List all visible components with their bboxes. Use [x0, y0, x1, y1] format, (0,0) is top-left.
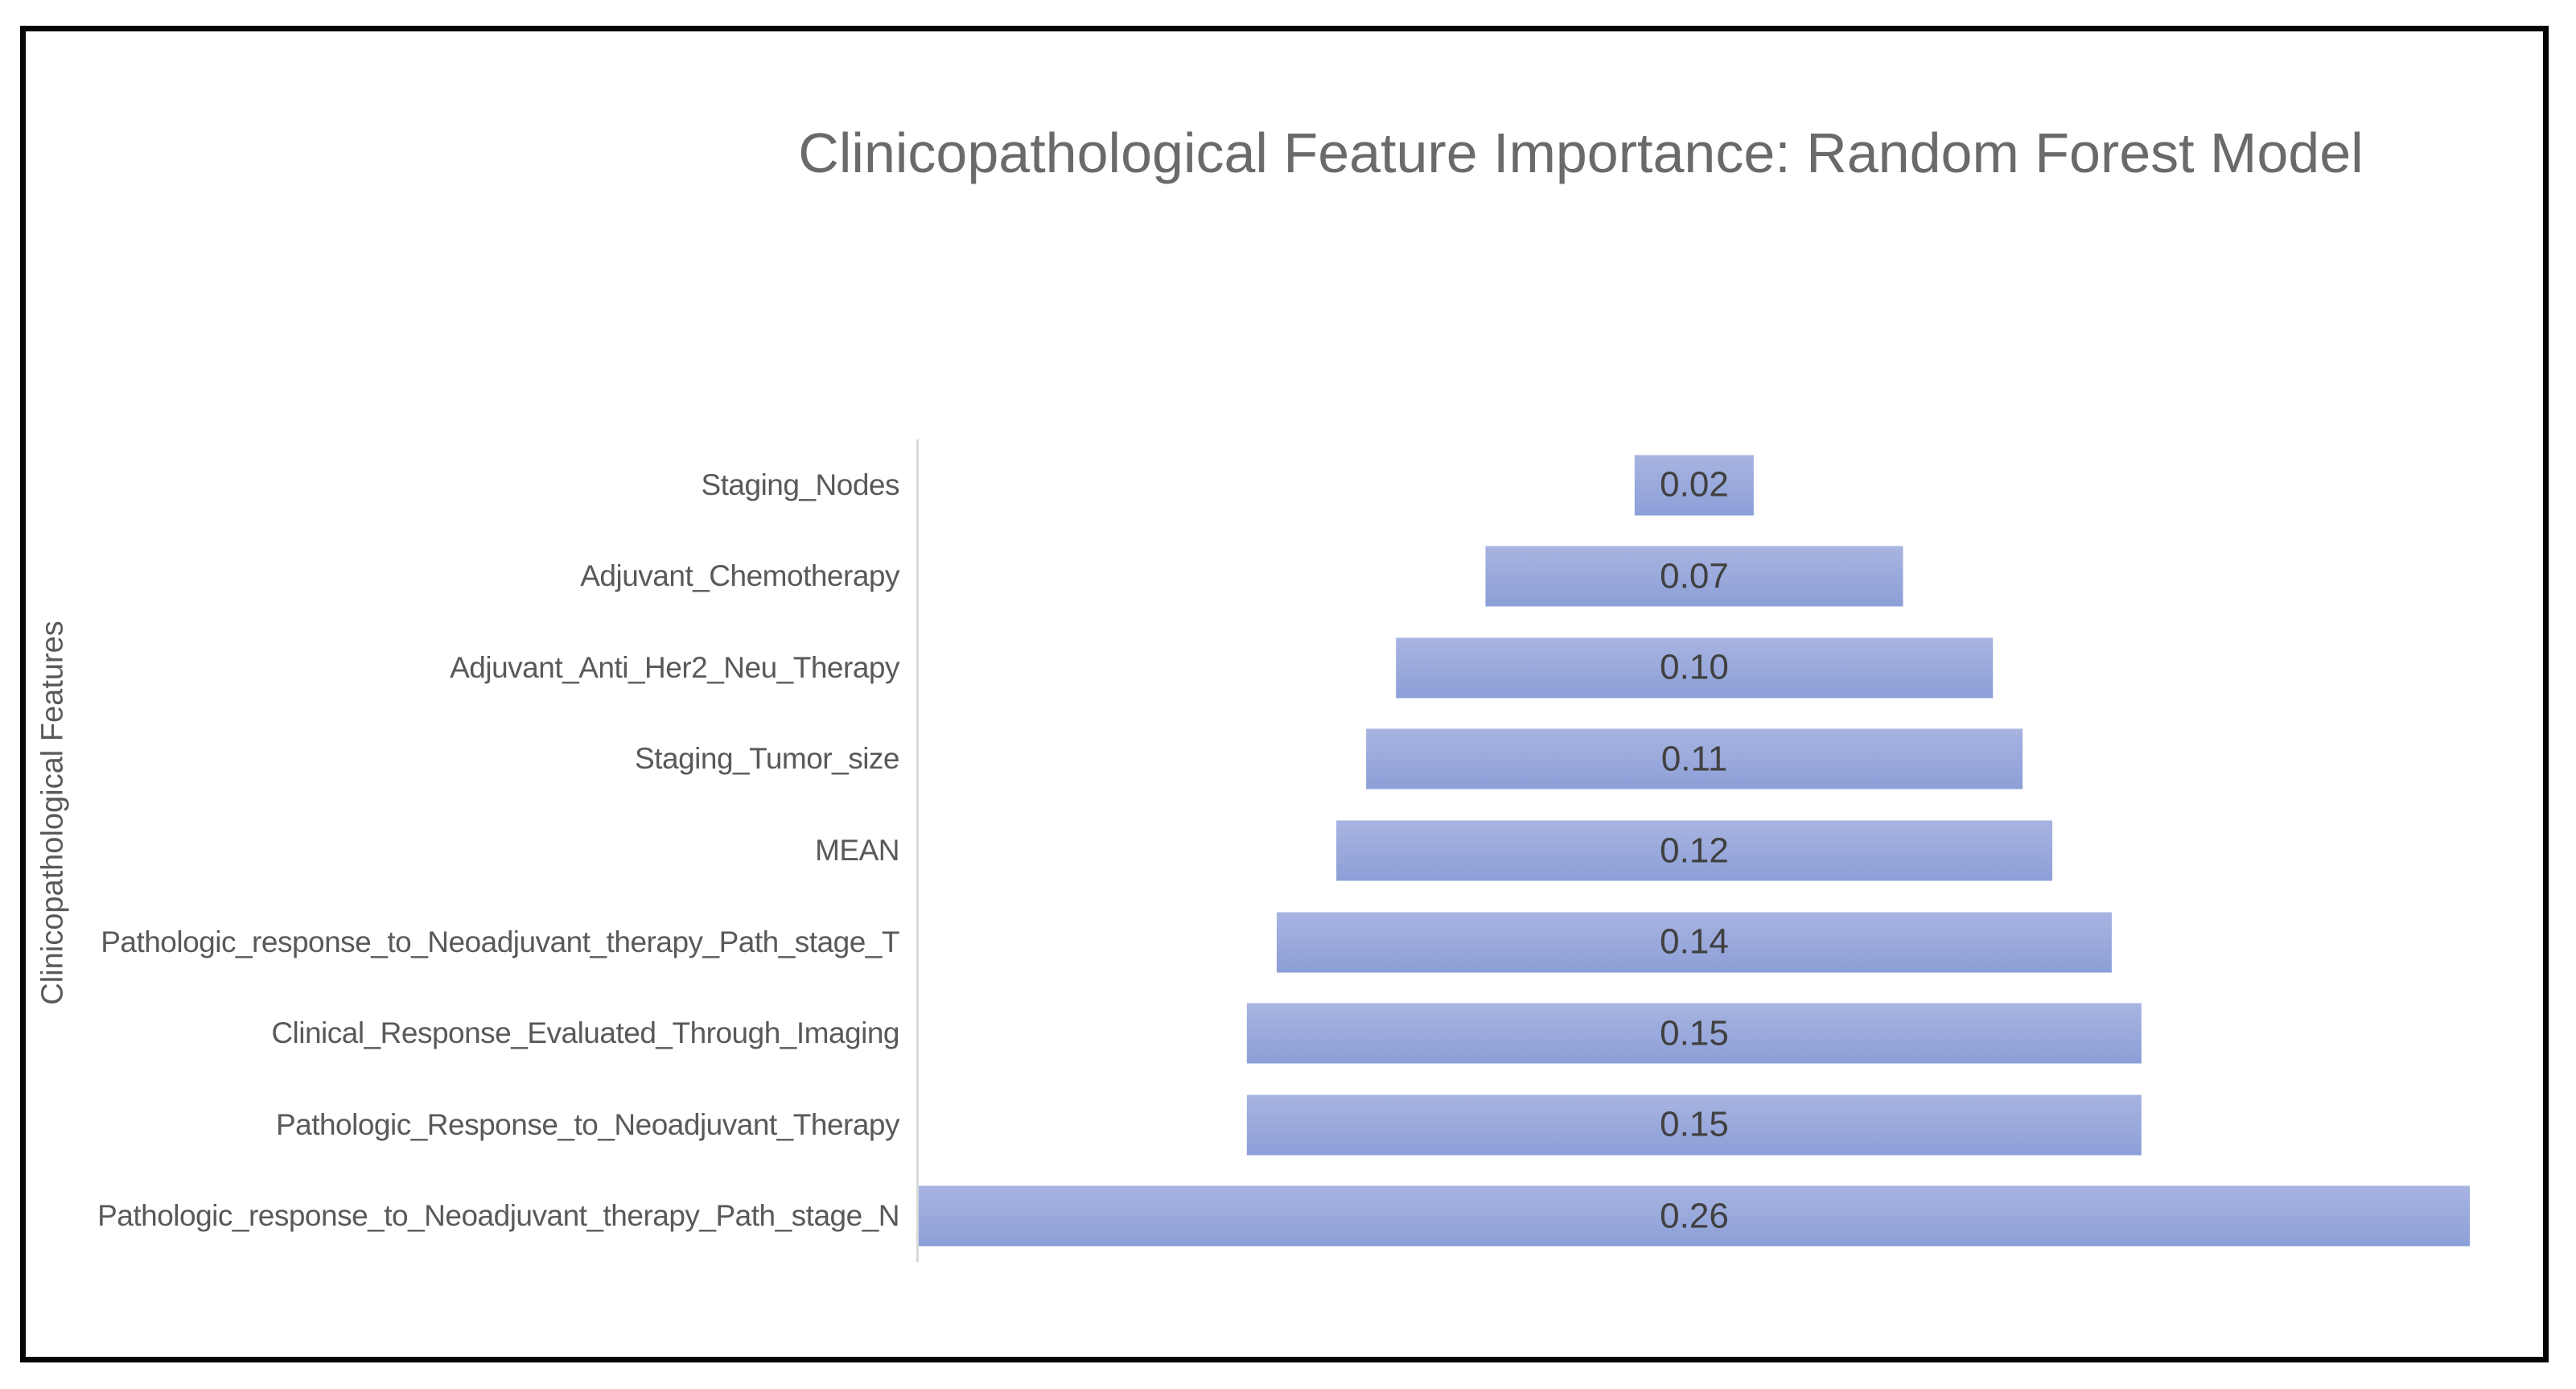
bar-value-label: 0.07 — [1660, 556, 1729, 596]
category-label: Staging_Nodes — [701, 468, 899, 501]
bar-row: 0.15 — [919, 987, 2470, 1079]
bar-value-label: 0.15 — [1660, 1104, 1729, 1144]
category-label: MEAN — [815, 834, 899, 868]
plot-area: 0.02 0.07 0.10 0.11 0.12 0.14 — [919, 439, 2470, 1262]
bar-value-label: 0.12 — [1660, 831, 1729, 871]
importance-bar: 0.12 — [1336, 820, 2052, 881]
category-label: Pathologic_Response_to_Neoadjuvant_Thera… — [275, 1107, 900, 1141]
bar-value-label: 0.11 — [1660, 739, 1728, 779]
category-labels: Staging_Nodes Adjuvant_Chemotherapy Adju… — [32, 439, 899, 1262]
importance-bar: 0.15 — [1246, 1094, 2142, 1156]
category-label: Adjuvant_Anti_Her2_Neu_Therapy — [450, 650, 899, 684]
category-label: Adjuvant_Chemotherapy — [580, 559, 899, 593]
bar-value-label: 0.02 — [1660, 464, 1729, 505]
importance-bar: 0.26 — [919, 1185, 2470, 1247]
bar-row: 0.14 — [919, 896, 2470, 988]
chart-title: Clinicopathological Feature Importance: … — [798, 122, 2364, 184]
bar-row: 0.12 — [919, 805, 2470, 896]
category-label: Pathologic_response_to_Neoadjuvant_thera… — [97, 1199, 899, 1233]
bar-value-label: 0.26 — [1660, 1196, 1729, 1236]
category-label: Pathologic_response_to_Neoadjuvant_thera… — [101, 925, 899, 958]
bar-row: 0.02 — [919, 439, 2470, 531]
importance-bar: 0.14 — [1276, 912, 2113, 973]
bar-value-label: 0.10 — [1660, 647, 1729, 687]
bar-value-label: 0.15 — [1660, 1013, 1729, 1053]
category-label: Staging_Tumor_size — [635, 742, 899, 776]
y-axis-line — [916, 439, 919, 1262]
importance-bar: 0.11 — [1366, 728, 2023, 789]
category-label: Clinical_Response_Evaluated_Through_Imag… — [271, 1016, 899, 1050]
importance-bar: 0.02 — [1634, 455, 1755, 516]
bar-value-label: 0.14 — [1660, 921, 1729, 962]
importance-bar: 0.07 — [1485, 546, 1903, 607]
bar-row: 0.07 — [919, 531, 2470, 623]
importance-bar: 0.15 — [1246, 1003, 2142, 1064]
bar-row: 0.10 — [919, 622, 2470, 714]
bar-row: 0.11 — [919, 714, 2470, 806]
bar-row: 0.15 — [919, 1079, 2470, 1171]
bar-row: 0.26 — [919, 1171, 2470, 1263]
importance-bar: 0.10 — [1396, 637, 1993, 699]
